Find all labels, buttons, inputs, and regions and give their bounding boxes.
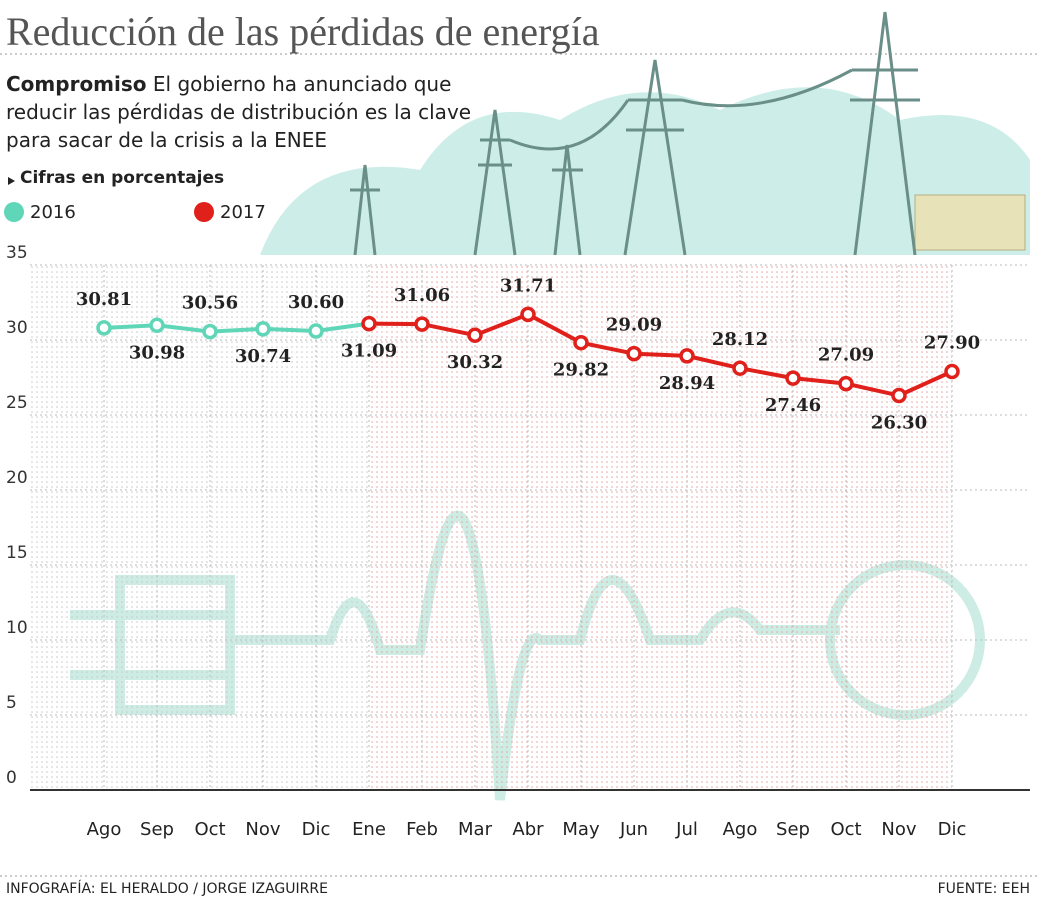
data-label: 30.60 [288, 292, 344, 313]
data-label: 29.82 [553, 360, 609, 381]
y-tick-label: 5 [6, 693, 17, 713]
legend-label: 2016 [30, 202, 76, 223]
point [96, 320, 112, 336]
data-label: 31.09 [341, 341, 397, 362]
series-connector [315, 321, 370, 333]
x-tick-label: Sep [776, 819, 810, 840]
y-tick-label: 0 [6, 768, 17, 788]
point [149, 317, 165, 334]
data-label: 31.71 [500, 275, 556, 296]
point [679, 348, 695, 364]
data-label: 27.46 [765, 395, 821, 416]
point [255, 321, 271, 337]
point [626, 345, 642, 362]
x-tick-label: Nov [881, 819, 916, 840]
x-tick-label: Nov [245, 819, 280, 840]
chart-title: Reducción de las pérdidas de energía [6, 9, 600, 54]
point [414, 316, 430, 332]
x-tick-label: Ago [87, 819, 122, 840]
legend-swatch [194, 202, 214, 222]
subtitle-text: El gobierno ha anunciado que reducir las… [6, 72, 472, 152]
x-tick-label: Feb [406, 819, 438, 840]
y-tick-label: 25 [6, 393, 28, 413]
plot-background-2017 [369, 265, 952, 790]
plot-background [30, 265, 369, 790]
y-tick-label: 20 [6, 468, 28, 488]
x-tick-label: Dic [302, 819, 331, 840]
y-tick-label: 10 [6, 618, 28, 638]
data-label: 28.12 [712, 329, 768, 350]
point [732, 360, 748, 376]
y-tick-label: 30 [6, 318, 28, 338]
x-tick-label: Jun [619, 819, 648, 840]
data-label: 29.09 [606, 315, 662, 336]
point [838, 375, 854, 392]
data-label: 30.74 [235, 346, 291, 367]
point [891, 387, 907, 404]
point [944, 363, 960, 380]
x-tick-label: May [562, 819, 600, 840]
subtitle: Compromiso El gobierno ha anunciado que … [6, 70, 476, 154]
x-tick-label: Oct [830, 819, 861, 840]
subtitle-lead: Compromiso [6, 72, 147, 96]
point [573, 334, 589, 351]
legend-swatch [4, 202, 24, 222]
x-tick-label: Dic [938, 819, 967, 840]
credit: INFOGRAFÍA: EL HERALDO / JORGE IZAGUIRRE [6, 880, 328, 897]
point [308, 323, 324, 339]
x-tick-label: Oct [194, 819, 225, 840]
series-line [368, 312, 953, 398]
point [202, 323, 218, 340]
point [361, 315, 377, 332]
data-label: 26.30 [871, 413, 927, 434]
x-tick-label: Sep [140, 819, 174, 840]
data-label: 27.09 [818, 345, 874, 366]
data-label: 27.90 [924, 333, 980, 354]
x-tick-label: Abr [512, 819, 544, 840]
x-tick-label: Ago [723, 819, 758, 840]
x-tick-label: Mar [458, 819, 493, 840]
source: FUENTE: EEH [938, 881, 1030, 897]
legend-label: 2017 [220, 202, 266, 223]
point [520, 306, 536, 323]
point [467, 327, 483, 343]
x-tick-label: Jul [675, 819, 698, 840]
x-tick-label: Ene [352, 819, 386, 840]
data-label: 30.98 [129, 342, 185, 363]
data-label: 30.56 [182, 293, 238, 314]
y-tick-label: 15 [6, 543, 28, 563]
data-label: 30.32 [447, 352, 503, 373]
point [785, 370, 801, 386]
data-label: 28.94 [659, 373, 715, 394]
data-label: 31.06 [394, 285, 450, 306]
y-tick-label: 35 [6, 243, 28, 263]
units-note: Cifras en porcentajes [20, 168, 225, 188]
data-label: 30.81 [76, 289, 132, 310]
